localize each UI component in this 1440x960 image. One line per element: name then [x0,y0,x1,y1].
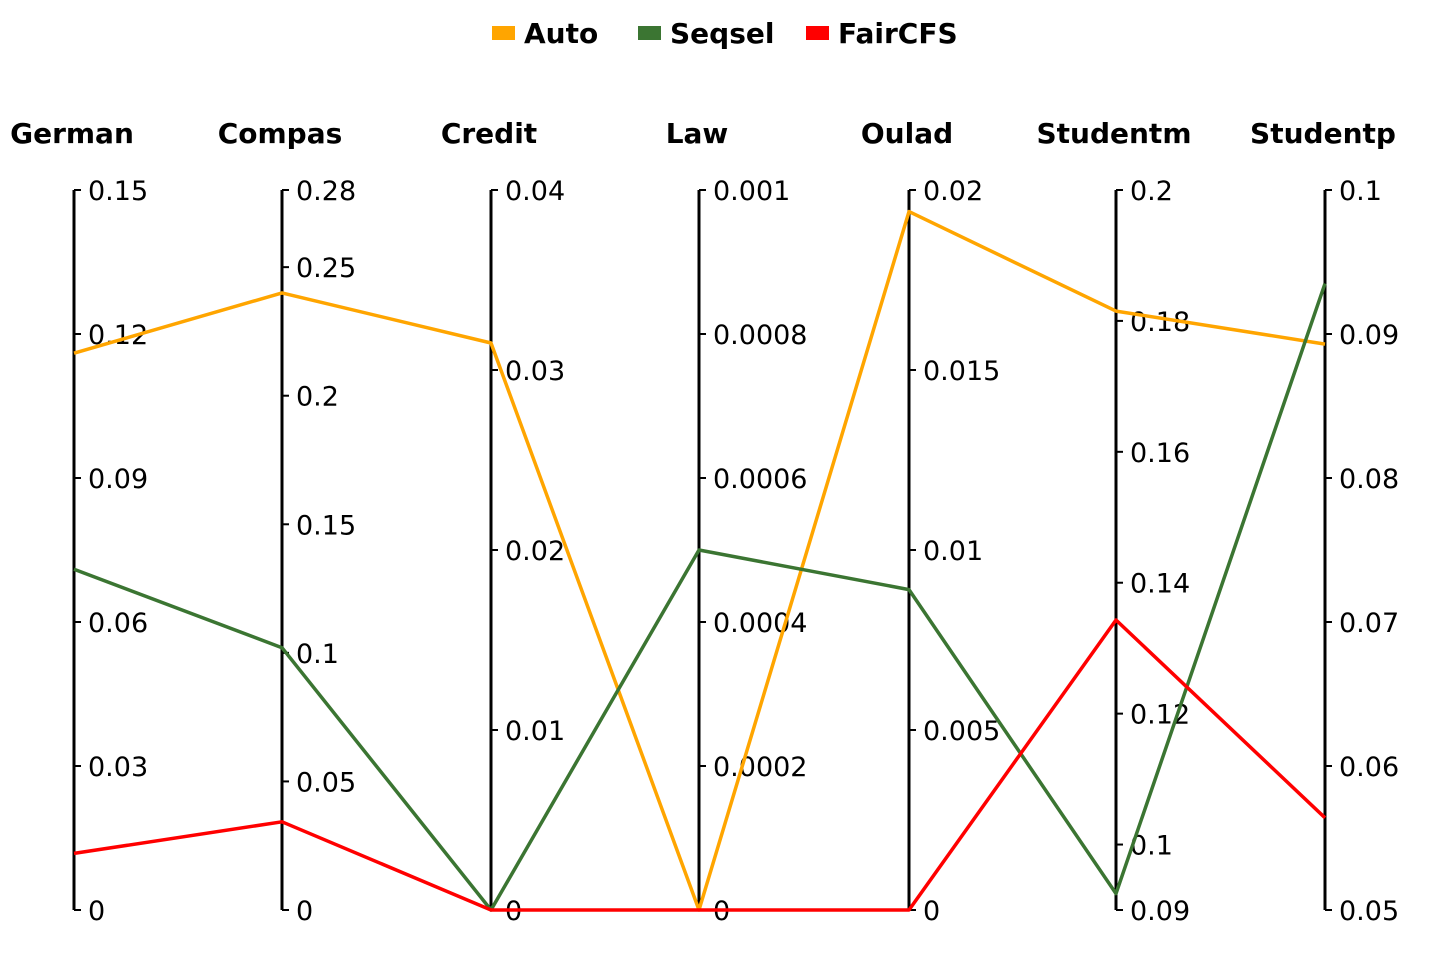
axis-title-german: German [10,117,134,150]
tick-label: 0.015 [923,356,1000,387]
tick-label: 0.1 [1339,176,1382,207]
axis-title-studentm: Studentm [1036,117,1191,150]
tick-label: 0.25 [296,253,356,284]
tick-label: 0 [296,896,313,927]
legend-swatch-auto [492,26,515,40]
axis-title-law: Law [666,117,729,150]
tick-label: 0.05 [296,767,356,798]
axis-studentp: Studentp 0.05 0.06 0.07 0.08 0.09 0.1 [1250,117,1399,927]
legend: Auto Seqsel FairCFS [492,17,958,50]
tick-label: 0 [923,896,940,927]
axis-title-credit: Credit [441,117,537,150]
tick-label: 0.28 [296,176,356,207]
tick-label: 0.01 [923,536,983,567]
tick-label: 0.01 [505,716,565,747]
tick-label: 0.0002 [713,752,807,783]
tick-label: 0.001 [713,176,790,207]
axis-title-compas: Compas [218,117,343,150]
legend-label-faircfs: FairCFS [838,17,958,50]
tick-label: 0.0004 [713,608,807,639]
tick-label: 0.09 [1130,896,1190,927]
legend-label-auto: Auto [524,17,598,50]
tick-label: 0.2 [296,382,339,413]
tick-label: 0.1 [296,639,339,670]
axes: German00.030.060.090.120.15Compas00.050.… [10,117,1399,927]
tick-label: 0.08 [1339,464,1399,495]
series-line-seqsel [73,283,1327,912]
tick-label: 0.005 [923,716,1000,747]
tick-label: 0 [88,896,105,927]
tick-label: 0.03 [505,356,565,387]
series-lines [73,209,1327,912]
tick-label: 0.2 [1130,176,1173,207]
tick-label: 0.02 [923,176,983,207]
tick-label: 0.03 [88,752,148,783]
tick-label: 0.07 [1339,608,1399,639]
legend-label-seqsel: Seqsel [670,17,774,50]
axis-compas: Compas 0 0.05 0.1 0.15 0.2 0.25 0.28 [218,117,356,927]
tick-label: 0.0008 [713,320,807,351]
tick-label: 0.06 [88,608,148,639]
axis-oulad: Oulad 0 0.005 0.01 0.015 0.02 [861,117,1000,927]
tick-label: 0.05 [1339,896,1399,927]
legend-swatch-seqsel [638,26,661,40]
tick-label: 0.15 [296,510,356,541]
axis-title-studentp: Studentp [1250,117,1396,150]
tick-label: 0.06 [1339,752,1399,783]
tick-label: 0.0006 [713,464,807,495]
tick-label: 0.04 [505,176,565,207]
tick-label: 0.15 [88,176,148,207]
tick-label: 0.09 [1339,320,1399,351]
series-line-faircfs [73,618,1327,912]
axis-title-oulad: Oulad [861,117,953,150]
tick-label: 0.16 [1130,438,1190,469]
tick-label: 0.09 [88,464,148,495]
legend-swatch-faircfs [806,26,829,40]
tick-label: 0.14 [1130,569,1190,600]
tick-label: 0.02 [505,536,565,567]
